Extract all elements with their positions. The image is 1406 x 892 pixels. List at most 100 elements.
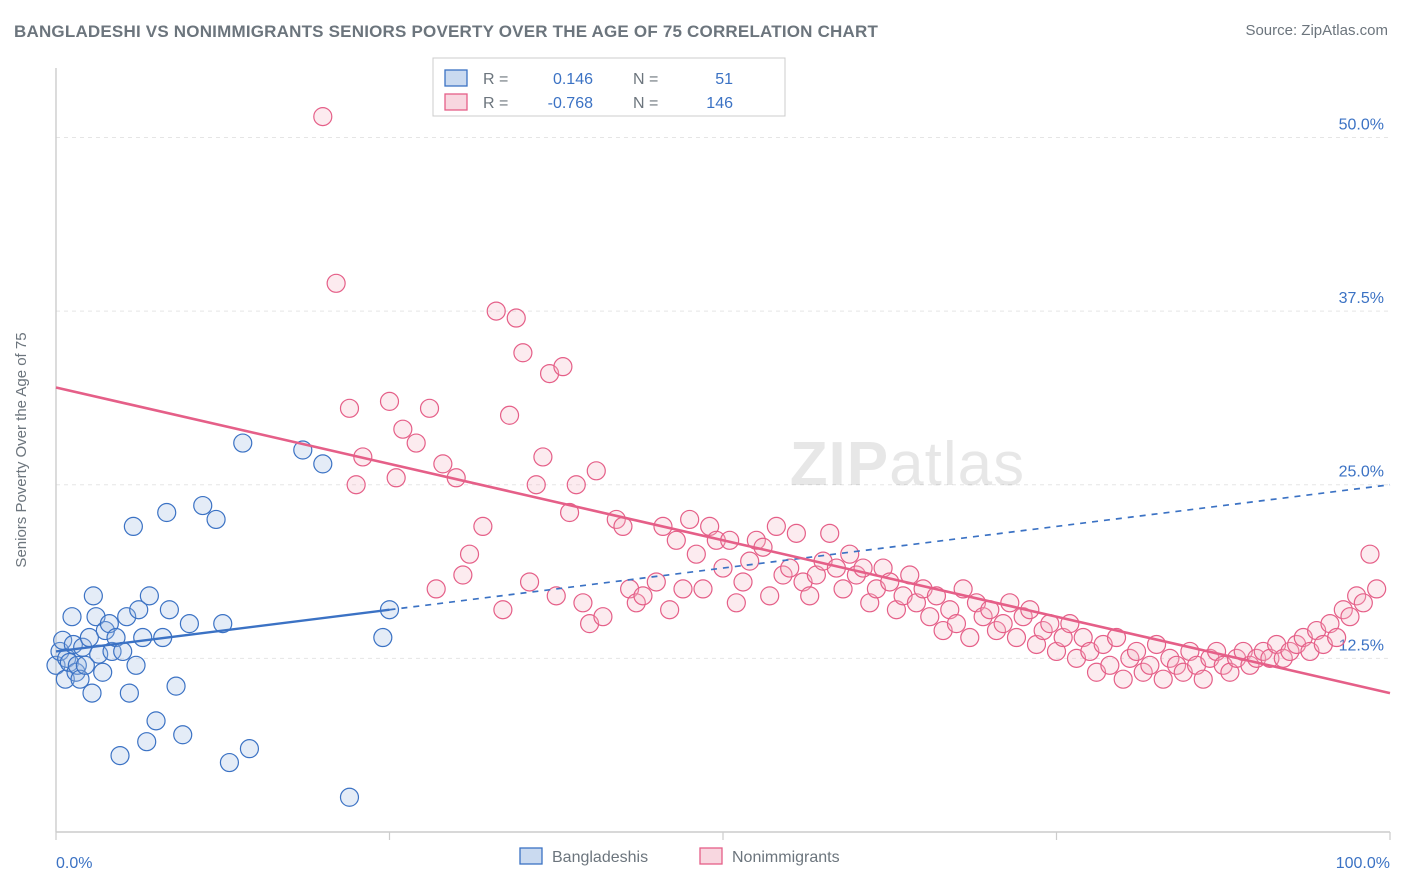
data-point bbox=[1194, 670, 1212, 688]
data-point bbox=[554, 358, 572, 376]
x-tick-label: 0.0% bbox=[56, 855, 92, 872]
legend-n-label: N = bbox=[633, 71, 658, 88]
data-point bbox=[374, 629, 392, 647]
data-point bbox=[567, 476, 585, 494]
data-point bbox=[167, 677, 185, 695]
data-point bbox=[507, 309, 525, 327]
data-point bbox=[1114, 670, 1132, 688]
data-point bbox=[921, 608, 939, 626]
data-point bbox=[111, 747, 129, 765]
chart-container: BANGLADESHI VS NONIMMIGRANTS SENIORS POV… bbox=[0, 0, 1406, 892]
data-point bbox=[501, 406, 519, 424]
data-point bbox=[421, 399, 439, 417]
data-point bbox=[138, 733, 156, 751]
data-point bbox=[687, 545, 705, 563]
data-point bbox=[587, 462, 605, 480]
data-point bbox=[727, 594, 745, 612]
data-point bbox=[160, 601, 178, 619]
data-point bbox=[84, 587, 102, 605]
legend-r-label: R = bbox=[483, 95, 508, 112]
legend-swatch bbox=[445, 70, 467, 86]
chart-title: BANGLADESHI VS NONIMMIGRANTS SENIORS POV… bbox=[14, 22, 878, 42]
data-point bbox=[194, 497, 212, 515]
data-point bbox=[1361, 545, 1379, 563]
data-point bbox=[124, 517, 142, 535]
legend-n-value: 51 bbox=[715, 71, 733, 88]
data-point bbox=[1128, 642, 1146, 660]
y-tick-label: 37.5% bbox=[1339, 290, 1384, 307]
bottom-legend-swatch bbox=[700, 848, 722, 864]
source-label: Source: ZipAtlas.com bbox=[1245, 22, 1388, 39]
data-point bbox=[494, 601, 512, 619]
data-point bbox=[767, 517, 785, 535]
data-point bbox=[1001, 594, 1019, 612]
data-point bbox=[180, 615, 198, 633]
bottom-legend-label: Nonimmigrants bbox=[732, 849, 840, 866]
data-point bbox=[1141, 656, 1159, 674]
data-point bbox=[781, 559, 799, 577]
data-point bbox=[134, 629, 152, 647]
data-point bbox=[394, 420, 412, 438]
data-point bbox=[787, 524, 805, 542]
data-point bbox=[994, 615, 1012, 633]
data-point bbox=[114, 642, 132, 660]
data-point bbox=[427, 580, 445, 598]
data-point bbox=[314, 455, 332, 473]
legend-swatch bbox=[445, 94, 467, 110]
bottom-legend-label: Bangladeshis bbox=[552, 849, 648, 866]
data-point bbox=[387, 469, 405, 487]
data-point bbox=[634, 587, 652, 605]
data-point bbox=[1328, 629, 1346, 647]
data-point bbox=[734, 573, 752, 591]
data-point bbox=[594, 608, 612, 626]
y-tick-label: 50.0% bbox=[1339, 116, 1384, 133]
data-point bbox=[667, 531, 685, 549]
data-point bbox=[801, 587, 819, 605]
data-point bbox=[474, 517, 492, 535]
data-point bbox=[340, 788, 358, 806]
data-point bbox=[63, 608, 81, 626]
data-point bbox=[881, 573, 899, 591]
data-point bbox=[1341, 608, 1359, 626]
data-point bbox=[174, 726, 192, 744]
trend-line bbox=[56, 387, 1390, 693]
data-point bbox=[841, 545, 859, 563]
correlation-chart: 12.5%25.0%37.5%50.0%0.0%100.0%Seniors Po… bbox=[0, 50, 1406, 892]
data-point bbox=[140, 587, 158, 605]
data-point bbox=[514, 344, 532, 362]
chart-holder: 12.5%25.0%37.5%50.0%0.0%100.0%Seniors Po… bbox=[0, 50, 1406, 892]
y-tick-label: 25.0% bbox=[1339, 464, 1384, 481]
data-point bbox=[834, 580, 852, 598]
data-point bbox=[347, 476, 365, 494]
data-point bbox=[207, 510, 225, 528]
data-point bbox=[947, 615, 965, 633]
legend-r-label: R = bbox=[483, 71, 508, 88]
legend-n-value: 146 bbox=[706, 95, 733, 112]
data-point bbox=[821, 524, 839, 542]
legend-n-label: N = bbox=[633, 95, 658, 112]
data-point bbox=[674, 580, 692, 598]
data-point bbox=[681, 510, 699, 528]
data-point bbox=[314, 108, 332, 126]
data-point bbox=[454, 566, 472, 584]
data-point bbox=[694, 580, 712, 598]
data-point bbox=[94, 663, 112, 681]
data-point bbox=[327, 274, 345, 292]
legend-r-value: 0.146 bbox=[553, 71, 593, 88]
x-tick-label: 100.0% bbox=[1336, 855, 1390, 872]
data-point bbox=[120, 684, 138, 702]
data-point bbox=[461, 545, 479, 563]
data-point bbox=[407, 434, 425, 452]
data-point bbox=[127, 656, 145, 674]
legend-r-value: -0.768 bbox=[548, 95, 593, 112]
data-point bbox=[1154, 670, 1172, 688]
data-point bbox=[741, 552, 759, 570]
bottom-legend-swatch bbox=[520, 848, 542, 864]
data-point bbox=[527, 476, 545, 494]
data-point bbox=[574, 594, 592, 612]
data-point bbox=[961, 629, 979, 647]
data-point bbox=[1354, 594, 1372, 612]
data-point bbox=[521, 573, 539, 591]
data-point bbox=[1007, 629, 1025, 647]
data-point bbox=[1368, 580, 1386, 598]
